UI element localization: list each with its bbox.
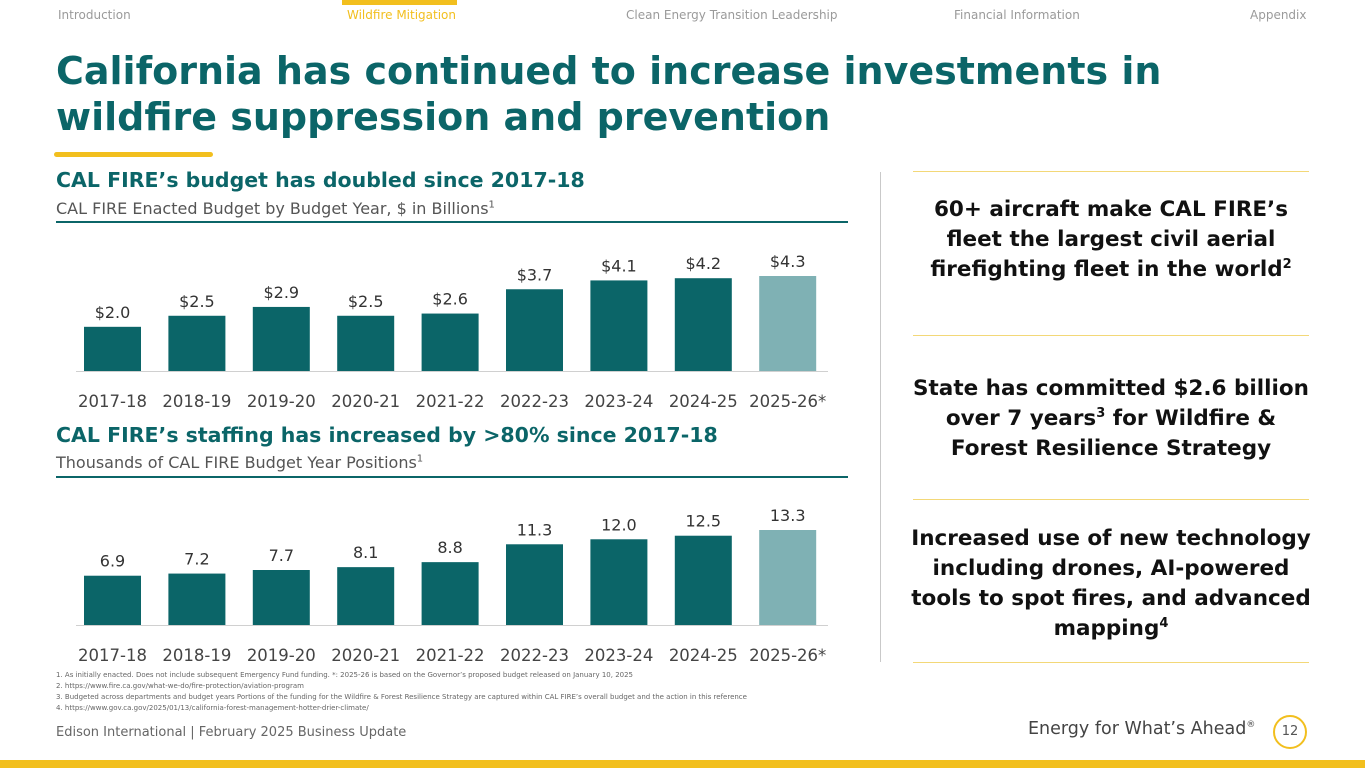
data-label: $2.5	[348, 292, 384, 311]
x-tick-label: 2018-19	[162, 646, 231, 665]
bar-2025-26*	[759, 276, 817, 371]
footnote-4[interactable]: 4. https://www.gov.ca.gov/2025/01/13/cal…	[56, 704, 369, 712]
data-label: $4.3	[770, 252, 806, 271]
x-tick-label: 2021-22	[416, 392, 485, 411]
x-tick-label: 2020-21	[331, 646, 400, 665]
x-tick-label: 2022-23	[500, 392, 569, 411]
data-label: 7.2	[184, 550, 209, 569]
bar-2017-18	[84, 326, 141, 371]
budget-chart-title: CAL FIRE’s budget has doubled since 2017…	[56, 168, 585, 192]
data-label: 12.5	[685, 512, 721, 531]
data-label: $2.0	[95, 303, 131, 322]
x-tick-label: 2023-24	[584, 392, 653, 411]
data-label: $2.6	[432, 290, 468, 309]
bar-2025-26*	[759, 530, 817, 625]
data-label: 8.1	[353, 543, 378, 562]
x-tick-label: 2025-26*	[749, 646, 826, 665]
data-label: 7.7	[269, 546, 294, 565]
bar-2019-20	[252, 306, 310, 371]
data-label: 11.3	[517, 520, 553, 539]
data-label: $4.2	[685, 254, 721, 273]
tab-introduction[interactable]: Introduction	[58, 8, 131, 22]
footer-document-label: Edison International | February 2025 Bus…	[56, 725, 407, 740]
bar-2022-23	[506, 544, 563, 625]
page-title: California has continued to increase inv…	[56, 49, 1162, 139]
callout-rule	[913, 335, 1309, 336]
bar-2021-22	[421, 562, 479, 625]
tab-appendix[interactable]: Appendix	[1250, 8, 1307, 22]
budget-bar-chart: $2.0 2017-18 $2.5 2018-19 $2.9 2019-20 $2.5 202…	[76, 252, 828, 411]
bar-2018-19	[168, 573, 226, 625]
bar-2024-25	[674, 278, 732, 371]
bar-2022-23	[506, 289, 563, 371]
callout-funding: State has committed $2.6 billion over 7 …	[913, 376, 1309, 461]
tab-clean-energy-transition[interactable]: Clean Energy Transition Leadership	[626, 8, 838, 22]
x-tick-label: 2018-19	[162, 392, 231, 411]
callout-rule	[913, 171, 1309, 172]
bar-2023-24	[590, 539, 648, 625]
callout-rule	[913, 662, 1309, 663]
x-tick-label: 2017-18	[78, 646, 147, 665]
x-tick-label: 2025-26*	[749, 392, 826, 411]
tab-wildfire-mitigation[interactable]: Wildfire Mitigation	[347, 8, 456, 22]
data-label: $3.7	[517, 265, 553, 284]
bar-2020-21	[337, 567, 395, 625]
data-label: 6.9	[100, 552, 125, 571]
footnote-2[interactable]: 2. https://www.fire.ca.gov/what-we-do/fi…	[56, 682, 304, 690]
bottom-accent-bar	[0, 760, 1365, 768]
bar-2021-22	[421, 313, 479, 371]
callout-rule	[913, 499, 1309, 500]
staffing-chart-subtitle: Thousands of CAL FIRE Budget Year Positi…	[56, 453, 424, 472]
page-number: 12	[1273, 715, 1307, 749]
bar-2019-20	[252, 570, 310, 625]
vertical-divider	[880, 172, 881, 662]
data-label: $2.5	[179, 292, 215, 311]
bar-2018-19	[168, 315, 226, 371]
data-label: 13.3	[770, 506, 806, 525]
callout-technology: Increased use of new technology includin…	[911, 526, 1311, 641]
x-tick-label: 2019-20	[247, 392, 316, 411]
x-tick-label: 2022-23	[500, 646, 569, 665]
title-accent-bar	[54, 152, 213, 157]
section-nav: Introduction Wildfire Mitigation Clean E…	[0, 0, 1365, 30]
data-label: 8.8	[437, 538, 462, 557]
callout-aircraft: 60+ aircraft make CAL FIRE’s fleet the l…	[930, 197, 1292, 282]
x-tick-label: 2024-25	[669, 392, 738, 411]
staffing-bar-chart: 6.9 2017-18 7.2 2018-19 7.7 2019-20 8.1 2020-21…	[76, 506, 828, 665]
tab-financial-information[interactable]: Financial Information	[954, 8, 1080, 22]
x-tick-label: 2020-21	[331, 392, 400, 411]
active-tab-indicator	[342, 0, 457, 5]
data-label: $4.1	[601, 256, 637, 275]
bar-2024-25	[674, 535, 732, 625]
x-tick-label: 2017-18	[78, 392, 147, 411]
x-tick-label: 2019-20	[247, 646, 316, 665]
bar-2017-18	[84, 575, 141, 625]
footnote-1: 1. As initially enacted. Does not includ…	[56, 671, 634, 679]
bar-2020-21	[337, 315, 395, 371]
x-tick-label: 2024-25	[669, 646, 738, 665]
footnote-3: 3. Budgeted across departments and budge…	[56, 693, 747, 701]
data-label: $2.9	[263, 283, 299, 302]
x-tick-label: 2021-22	[416, 646, 485, 665]
x-tick-label: 2023-24	[584, 646, 653, 665]
budget-chart-rule	[56, 221, 848, 223]
budget-chart-subtitle: CAL FIRE Enacted Budget by Budget Year, …	[56, 199, 495, 218]
footnotes: 1. As initially enacted. Does not includ…	[56, 670, 747, 714]
bar-2023-24	[590, 280, 648, 371]
staffing-chart-title: CAL FIRE’s staffing has increased by >80…	[56, 423, 718, 447]
data-label: 12.0	[601, 515, 637, 534]
staffing-chart-rule	[56, 476, 848, 478]
brand-tagline: Energy for What’s Ahead®	[1028, 719, 1256, 739]
